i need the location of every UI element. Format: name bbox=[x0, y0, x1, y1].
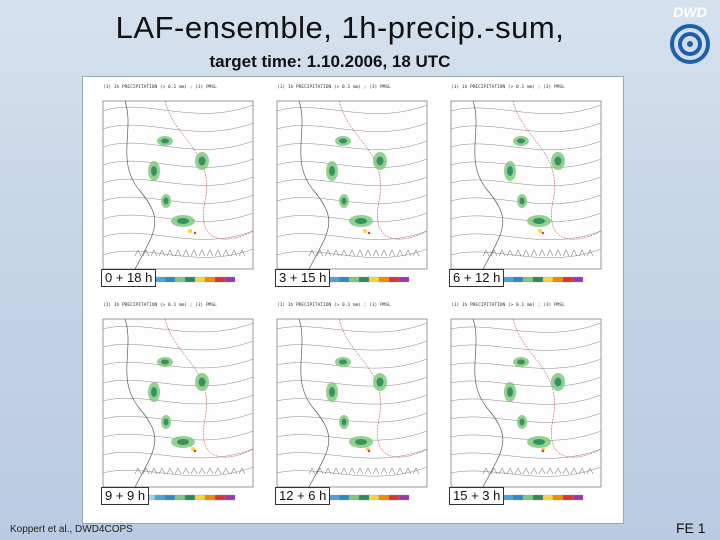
ensemble-map-3: (1) 1h PRECIPITATION (> 0.1 mm) ; (3) PM… bbox=[95, 299, 263, 509]
lead-time-label: 3 + 15 h bbox=[275, 269, 331, 287]
ensemble-map-0: (1) 1h PRECIPITATION (> 0.1 mm) ; (3) PM… bbox=[95, 81, 263, 291]
ensemble-map-4: (1) 1h PRECIPITATION (> 0.1 mm) ; (3) PM… bbox=[269, 299, 437, 509]
map-header: (1) 1h PRECIPITATION (> 0.1 mm) ; (3) PM… bbox=[277, 303, 391, 308]
lead-time-label: 0 + 18 h bbox=[101, 269, 157, 287]
lead-time-label: 6 + 12 h bbox=[449, 269, 505, 287]
map-header: (1) 1h PRECIPITATION (> 0.1 mm) ; (3) PM… bbox=[451, 303, 565, 308]
map-header: (1) 1h PRECIPITATION (> 0.1 mm) ; (3) PM… bbox=[103, 303, 217, 308]
lead-time-label: 12 + 6 h bbox=[275, 487, 331, 505]
ensemble-panel-grid: (1) 1h PRECIPITATION (> 0.1 mm) ; (3) PM… bbox=[82, 76, 624, 524]
slide-subtitle: target time: 1.10.2006, 18 UTC bbox=[209, 52, 451, 71]
dwd-logo: DWD bbox=[666, 4, 714, 70]
lead-time-label: 15 + 3 h bbox=[449, 487, 505, 505]
lead-time-label: 9 + 9 h bbox=[101, 487, 150, 505]
dwd-spiral-icon bbox=[670, 24, 710, 64]
map-header: (1) 1h PRECIPITATION (> 0.1 mm) ; (3) PM… bbox=[451, 85, 565, 90]
ensemble-map-2: (1) 1h PRECIPITATION (> 0.1 mm) ; (3) PM… bbox=[443, 81, 611, 291]
slide-number: FE 1 bbox=[676, 520, 706, 536]
map-header: (1) 1h PRECIPITATION (> 0.1 mm) ; (3) PM… bbox=[277, 85, 391, 90]
author-credit: Koppert et al., DWD4COPS bbox=[10, 524, 133, 535]
map-header: (1) 1h PRECIPITATION (> 0.1 mm) ; (3) PM… bbox=[103, 85, 217, 90]
ensemble-map-1: (1) 1h PRECIPITATION (> 0.1 mm) ; (3) PM… bbox=[269, 81, 437, 291]
ensemble-map-5: (1) 1h PRECIPITATION (> 0.1 mm) ; (3) PM… bbox=[443, 299, 611, 509]
logo-text: DWD bbox=[673, 4, 707, 20]
slide-title: LAF-ensemble, 1h-precip.-sum, bbox=[115, 10, 565, 45]
